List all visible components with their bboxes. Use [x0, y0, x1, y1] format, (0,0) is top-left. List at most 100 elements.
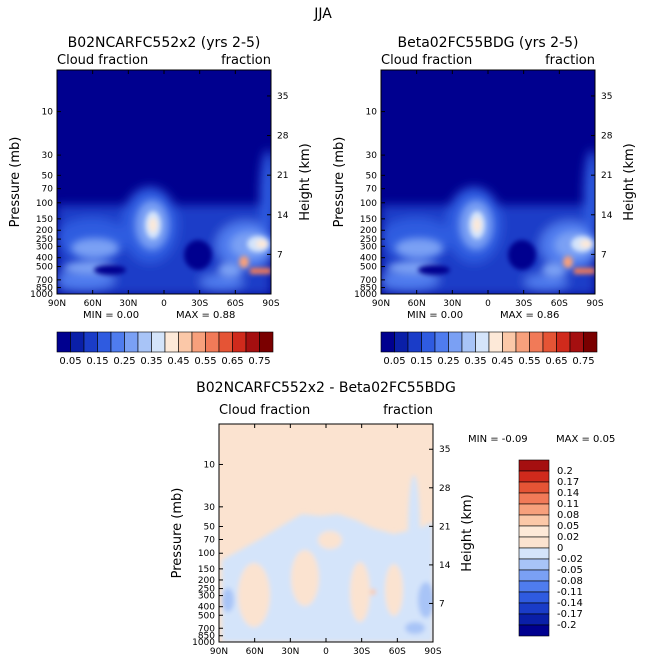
colorbar-swatch: [83, 331, 98, 353]
x-tick-label: 30S: [191, 299, 208, 309]
colorbar-swatch: [218, 331, 233, 353]
colorbar-swatch: [518, 558, 550, 571]
y-tick-label: 200: [198, 576, 215, 586]
colorbar-label: 0.65: [221, 356, 243, 367]
colorbar-label: 0.75: [248, 356, 270, 367]
colorbar-swatch: [542, 331, 557, 353]
colorbar-swatch: [518, 481, 550, 494]
colorbar-swatch: [124, 331, 139, 353]
panel-2-title: Beta02FC55BDG (yrs 2-5): [397, 35, 578, 51]
colorbar-swatch: [191, 331, 206, 353]
colorbar-label: 0: [557, 543, 563, 554]
y-tick-label: 100: [360, 199, 377, 209]
panel-3-max: MAX = 0.05: [556, 434, 615, 445]
y-right-tick-label: 35: [439, 445, 450, 455]
y-tick-label: 250: [198, 585, 215, 595]
y-tick-label: 70: [42, 185, 54, 195]
colorbar-swatch: [151, 331, 166, 353]
colorbar-label: 0.35: [140, 356, 162, 367]
colorbar-label: 0.55: [194, 356, 216, 367]
colorbar-label: 0.05: [59, 356, 81, 367]
x-tick-label: 0: [323, 647, 329, 657]
panel-1-max: MAX = 0.88: [176, 310, 235, 321]
y-tick-label: 400: [36, 254, 53, 264]
colorbar-label: -0.08: [557, 576, 583, 587]
colorbar-swatch: [502, 331, 517, 353]
x-tick-label: 90N: [48, 299, 66, 309]
panel-2-min: MIN = 0.00: [407, 310, 463, 321]
y-tick-label: 1000: [192, 638, 215, 648]
colorbar-swatch: [569, 331, 584, 353]
y-tick-label: 700: [198, 624, 215, 634]
panel-1: B02NCARFC552x2 (yrs 2-5) Cloud fraction …: [8, 35, 313, 367]
colorbar-swatch: [205, 331, 220, 353]
colorbar-swatch: [380, 331, 395, 353]
y-right-axis-title: Height (km): [460, 494, 475, 571]
y-right-tick-label: 14: [439, 561, 451, 571]
panel-1-field: [57, 70, 271, 294]
colorbar-label: 0.35: [464, 356, 486, 367]
x-tick-label: 0: [161, 299, 167, 309]
colorbar-swatch: [518, 613, 550, 626]
y-tick-label: 150: [36, 215, 53, 225]
page-title: JJA: [313, 6, 332, 22]
y-right-tick-label: 21: [277, 171, 288, 181]
y-tick-label: 30: [204, 503, 216, 513]
x-tick-label: 60S: [227, 299, 244, 309]
x-tick-label: 30S: [515, 299, 532, 309]
colorbar-swatch: [583, 331, 598, 353]
y-tick-label: 850: [198, 632, 215, 642]
y-right-tick-label: 28: [439, 484, 451, 494]
colorbar-label: 0.45: [167, 356, 189, 367]
y-tick-label: 10: [204, 460, 216, 470]
x-tick-label: 90N: [210, 647, 228, 657]
colorbar-swatch: [137, 331, 152, 353]
y-tick-label: 30: [42, 151, 54, 161]
colorbar-swatch: [97, 331, 112, 353]
panel-3-right-label: fraction: [383, 403, 433, 418]
panel-3-title: B02NCARFC552x2 - Beta02FC55BDG: [196, 380, 456, 396]
colorbar-label: 0.17: [557, 477, 579, 488]
colorbar-swatch: [56, 331, 71, 353]
y-axis-title: Pressure (mb): [332, 137, 347, 228]
x-tick-label: 30N: [119, 299, 137, 309]
x-tick-label: 90S: [262, 299, 279, 309]
colorbar-swatch: [518, 459, 550, 472]
y-tick-label: 200: [360, 226, 377, 236]
y-tick-label: 200: [36, 226, 53, 236]
colorbar-swatch: [448, 331, 463, 353]
y-tick-label: 700: [36, 276, 53, 286]
y-tick-label: 850: [360, 284, 377, 294]
colorbar-label: -0.14: [557, 598, 583, 609]
y-tick-label: 100: [36, 199, 53, 209]
colorbar-swatch: [394, 331, 409, 353]
colorbar-swatch: [518, 503, 550, 516]
y-tick-label: 70: [204, 535, 216, 545]
colorbar-label: 0.15: [410, 356, 432, 367]
colorbar-swatch: [518, 569, 550, 582]
y-tick-label: 500: [198, 611, 215, 621]
y-tick-label: 250: [36, 235, 53, 245]
colorbar-label: 0.25: [437, 356, 459, 367]
colorbar-swatch: [421, 331, 436, 353]
x-tick-label: 30N: [281, 647, 299, 657]
colorbar-swatch: [164, 331, 179, 353]
colorbar-label: 0.65: [545, 356, 567, 367]
x-tick-label: 0: [485, 299, 491, 309]
panel-2-right-label: fraction: [545, 53, 595, 68]
panel-1-min: MIN = 0.00: [83, 310, 139, 321]
colorbar-label: 0.02: [557, 532, 579, 543]
colorbar-swatch: [518, 470, 550, 483]
y-tick-label: 300: [360, 242, 377, 252]
panel-3-min: MIN = -0.09: [468, 434, 528, 445]
colorbar-swatch: [518, 580, 550, 593]
y-tick-label: 400: [360, 254, 377, 264]
colorbar-label: -0.11: [557, 587, 583, 598]
x-tick-label: 30S: [353, 647, 370, 657]
colorbar-label: 0.08: [557, 510, 579, 521]
colorbar-swatch: [518, 536, 550, 549]
y-right-tick-label: 7: [277, 250, 283, 260]
x-tick-label: 60N: [408, 299, 426, 309]
colorbar-label: 0.45: [491, 356, 513, 367]
y-right-axis-title: Height (km): [622, 143, 637, 220]
